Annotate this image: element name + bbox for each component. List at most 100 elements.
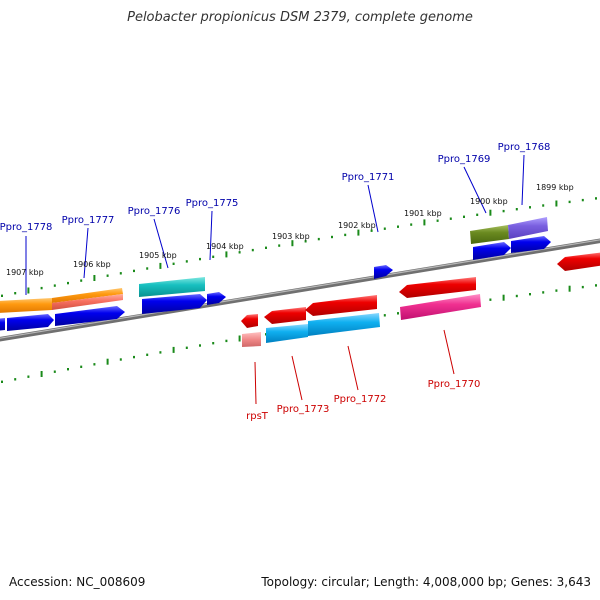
scale-tick-top-44 xyxy=(581,198,584,202)
scale-tick-bottom-40 xyxy=(529,293,531,296)
gene-ppro-1772-outer[interactable] xyxy=(308,313,380,336)
scale-tick-top-18 xyxy=(238,251,241,254)
scale-labels: 1907 kbp 1906 kbp 1905 kbp 1904 kbp 1903… xyxy=(6,183,574,277)
label-ppro-1772[interactable]: Ppro_1772 xyxy=(334,394,387,405)
accession-text: Accession: NC_008609 xyxy=(9,575,146,589)
scale-tick-top-28 xyxy=(370,229,373,232)
genome-title: Pelobacter propionicus DSM 2379, complet… xyxy=(127,10,473,25)
connector-rpst xyxy=(254,361,257,405)
gene-arrow-right-edge[interactable] xyxy=(557,252,600,271)
scale-tick-top-9 xyxy=(119,272,122,275)
scale-tick-top-0 xyxy=(1,294,3,297)
scale-tick-top-27 xyxy=(357,229,360,236)
scale-tick-top-14 xyxy=(185,260,188,263)
gene-arrow-ppro-1775[interactable] xyxy=(207,292,226,305)
label-rpst[interactable]: rpsT xyxy=(246,411,269,422)
scale-tick-bottom-29 xyxy=(383,314,386,317)
connector-ppro-1777 xyxy=(83,227,89,279)
gene-ppro-1769-outer[interactable] xyxy=(470,225,509,244)
connector-ppro-1775 xyxy=(209,210,213,261)
scale-label-1899: 1899 kbp xyxy=(536,183,574,192)
scale-tick-top-1 xyxy=(14,292,17,295)
gene-ppro-1778-outer[interactable] xyxy=(0,298,52,313)
scale-tick-top-30 xyxy=(397,225,399,228)
scale-tick-bottom-9 xyxy=(119,358,122,361)
scale-ticks-top xyxy=(1,197,597,297)
gene-ppro-1770-outer[interactable] xyxy=(400,294,481,320)
scale-tick-top-26 xyxy=(344,233,347,237)
label-ppro-1773[interactable]: Ppro_1773 xyxy=(277,404,330,415)
scale-tick-top-13 xyxy=(172,262,175,265)
scale-tick-bottom-3 xyxy=(40,371,43,377)
scale-tick-bottom-14 xyxy=(185,346,188,349)
gene-arrow-ppro-1777[interactable] xyxy=(55,306,125,326)
label-ppro-1778[interactable]: Ppro_1778 xyxy=(0,222,52,233)
gene-arrow-ppro-1769[interactable] xyxy=(473,242,511,260)
gene-arrow-ppro-1773[interactable] xyxy=(264,307,306,324)
scale-tick-bottom-10 xyxy=(133,355,135,359)
scale-tick-top-17 xyxy=(225,251,228,258)
label-ppro-1776[interactable]: Ppro_1776 xyxy=(128,206,181,217)
gene-arrow-ppro-1776[interactable] xyxy=(142,294,207,314)
reverse-outer-track xyxy=(242,294,481,347)
scale-tick-top-24 xyxy=(317,237,320,241)
scale-tick-bottom-5 xyxy=(67,368,69,371)
scale-label-1907: 1907 kbp xyxy=(6,268,44,277)
gene-arrow-ppro-1770[interactable] xyxy=(399,277,476,298)
scale-tick-top-45 xyxy=(595,197,597,200)
connector-ppro-1770 xyxy=(443,329,455,375)
scale-tick-top-20 xyxy=(265,246,267,249)
gene-arrow-ppro-1772[interactable] xyxy=(305,295,377,316)
connector-ppro-1776 xyxy=(153,218,169,269)
scale-tick-top-40 xyxy=(529,206,531,209)
scale-tick-bottom-7 xyxy=(93,363,96,366)
gene-ppro-1776-outer[interactable] xyxy=(139,277,205,297)
gene-ppro-1773-outer[interactable] xyxy=(266,324,308,343)
scale-tick-bottom-4 xyxy=(53,370,56,373)
gene-rpst-outer[interactable] xyxy=(242,332,261,347)
scale-tick-bottom-11 xyxy=(146,353,149,356)
connector-ppro-1769 xyxy=(463,166,487,214)
scale-tick-bottom-1 xyxy=(14,378,17,381)
scale-label-1903: 1903 kbp xyxy=(272,232,310,241)
gene-arrow-ppro-1778[interactable] xyxy=(0,318,5,331)
scale-tick-top-11 xyxy=(146,267,149,270)
scale-tick-top-32 xyxy=(423,219,426,226)
scale-tick-top-39 xyxy=(515,208,518,211)
gene-ppro-1777-outer-b[interactable] xyxy=(52,294,123,310)
scale-tick-bottom-16 xyxy=(212,342,215,345)
label-ppro-1775[interactable]: Ppro_1775 xyxy=(186,198,239,209)
scale-label-1900: 1900 kbp xyxy=(470,197,508,206)
scale-tick-top-25 xyxy=(331,235,333,239)
scale-label-1901: 1901 kbp xyxy=(404,209,442,218)
scale-tick-bottom-18 xyxy=(238,335,241,342)
scale-tick-bottom-38 xyxy=(502,294,505,301)
scale-tick-top-4 xyxy=(53,284,56,287)
scale-tick-top-34 xyxy=(449,217,452,220)
label-ppro-1768[interactable]: Ppro_1768 xyxy=(498,142,551,153)
scale-tick-bottom-43 xyxy=(568,285,571,292)
connector-ppro-1772 xyxy=(347,345,359,391)
scale-tick-bottom-42 xyxy=(555,289,558,292)
label-ppro-1777[interactable]: Ppro_1777 xyxy=(62,215,115,226)
gene-arrow-ppro-1768[interactable] xyxy=(511,236,551,253)
forward-gene-labels: Ppro_1778 Ppro_1777 Ppro_1776 Ppro_1775 … xyxy=(0,142,550,233)
forward-inner-track xyxy=(0,236,551,331)
label-ppro-1769[interactable]: Ppro_1769 xyxy=(438,154,491,165)
gene-ppro-1777-outer[interactable] xyxy=(52,288,123,303)
scale-tick-bottom-41 xyxy=(542,291,545,294)
scale-tick-top-23 xyxy=(304,240,307,243)
gene-ppro-1768-outer[interactable] xyxy=(508,217,548,239)
gene-arrow-ppro-1778b[interactable] xyxy=(7,314,54,331)
scale-label-1902: 1902 kbp xyxy=(338,221,376,230)
scale-tick-top-3 xyxy=(40,286,43,290)
scale-tick-bottom-13 xyxy=(172,346,175,353)
scale-tick-top-12 xyxy=(159,262,162,269)
label-ppro-1770[interactable]: Ppro_1770 xyxy=(428,379,481,390)
gene-arrow-rpst[interactable] xyxy=(241,314,258,328)
gene-arrow-ppro-1771[interactable] xyxy=(374,265,393,279)
chromosome-backbone-highlight xyxy=(0,239,600,339)
scale-tick-bottom-45 xyxy=(595,284,597,287)
label-ppro-1771[interactable]: Ppro_1771 xyxy=(342,172,395,183)
scale-tick-top-16 xyxy=(212,255,215,258)
